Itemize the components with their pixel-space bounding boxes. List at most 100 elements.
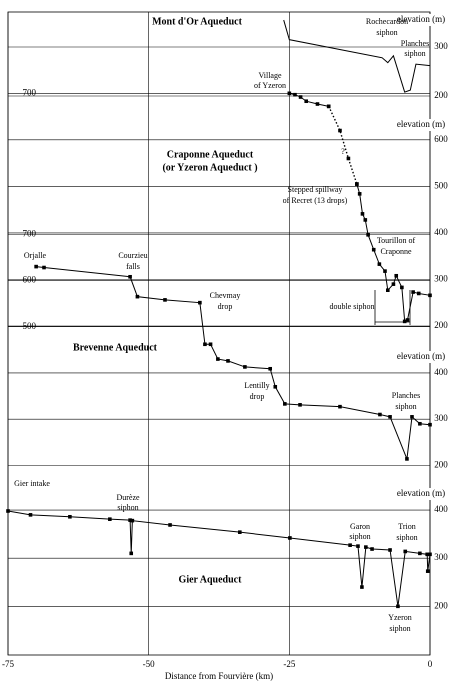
- panel-title: Craponne Aqueduct: [167, 149, 254, 160]
- point: [371, 247, 376, 252]
- point: [418, 421, 422, 426]
- annotation: siphon: [349, 532, 370, 541]
- point: [416, 291, 421, 296]
- annotation: Orjalle: [24, 251, 47, 260]
- point: [298, 95, 303, 99]
- point: [411, 290, 415, 294]
- y2-tick-label: 200: [434, 459, 448, 469]
- label-bg: [392, 488, 450, 500]
- point: [6, 509, 10, 513]
- point: [402, 319, 407, 324]
- y2-tick-label: 400: [434, 504, 448, 514]
- y2-tick-label: 300: [434, 274, 448, 284]
- point: [208, 342, 213, 347]
- label-bg: [392, 119, 450, 131]
- annotation: ?: [341, 147, 345, 156]
- point: [360, 212, 365, 216]
- point: [391, 282, 396, 286]
- y2-tick-label: 200: [434, 90, 448, 100]
- annotation: siphon: [376, 28, 397, 37]
- point: [418, 551, 422, 556]
- point: [298, 403, 302, 407]
- annotation: drop: [250, 392, 265, 401]
- point: [216, 357, 220, 361]
- y2-tick-label: 400: [434, 227, 448, 237]
- annotation: Planches: [401, 39, 429, 48]
- point: [28, 513, 33, 517]
- label-bg: [392, 14, 450, 26]
- y2-tick-label: 300: [434, 413, 448, 423]
- annotation: of Yzeron: [254, 81, 286, 90]
- annotation: Village: [258, 71, 282, 80]
- y-axis-label: elevation (m): [397, 14, 445, 24]
- annotation: Rochecardon: [366, 17, 408, 26]
- x-tick-label: -50: [143, 659, 155, 669]
- point: [315, 102, 320, 106]
- annotation: drop: [218, 302, 233, 311]
- point: [377, 262, 382, 266]
- point: [405, 318, 410, 322]
- y-tick-label: 700: [23, 228, 37, 238]
- point: [403, 549, 408, 554]
- line: [328, 106, 358, 185]
- point: [293, 92, 297, 97]
- point: [338, 128, 342, 133]
- point: [68, 514, 72, 519]
- annotation: Courzieu: [118, 251, 147, 260]
- point: [370, 547, 374, 551]
- point: [338, 404, 342, 409]
- point: [273, 384, 278, 389]
- point: [238, 530, 242, 534]
- point: [428, 293, 432, 298]
- point: [203, 342, 207, 347]
- point: [357, 192, 362, 196]
- point: [396, 604, 400, 609]
- panel-title: (or Yzeron Aqueduct ): [162, 162, 257, 173]
- y-tick-label: 600: [23, 275, 37, 285]
- point: [425, 552, 429, 557]
- point: [304, 99, 309, 104]
- y2-tick-label: 200: [434, 320, 448, 330]
- y-axis-label: elevation (m): [397, 351, 445, 361]
- annotation: of Recret (13 drops): [283, 196, 348, 205]
- point: [163, 298, 167, 302]
- point: [356, 544, 360, 548]
- point: [428, 552, 432, 557]
- point: [268, 366, 273, 371]
- y2-tick-label: 200: [434, 600, 448, 610]
- annotation: siphon: [396, 533, 417, 542]
- y-axis-label: elevation (m): [397, 119, 445, 129]
- annotation: Durèze: [116, 493, 140, 502]
- annotation: siphon: [389, 624, 410, 633]
- x-tick-label: -25: [283, 659, 295, 669]
- label-bg: [392, 351, 450, 363]
- x-tick-label: 0: [428, 659, 433, 669]
- point: [34, 264, 38, 269]
- point: [366, 233, 370, 237]
- point: [42, 265, 46, 270]
- annotation: Lentilly: [244, 381, 269, 390]
- line: [7, 510, 431, 607]
- point: [388, 548, 392, 552]
- point: [283, 402, 287, 406]
- y2-tick-label: 300: [434, 41, 448, 51]
- point: [348, 543, 352, 547]
- annotation: Gier intake: [14, 479, 50, 488]
- plot-frame: [7, 11, 431, 656]
- y-tick-label: 700: [23, 87, 37, 97]
- y2-tick-label: 300: [434, 552, 448, 562]
- point: [364, 545, 368, 549]
- point: [287, 91, 292, 96]
- point: [288, 536, 292, 540]
- point: [360, 585, 364, 589]
- x-tick-label: -75: [2, 659, 14, 669]
- y2-tick-label: 400: [434, 367, 448, 377]
- annotation: Chevmay: [210, 291, 241, 300]
- point: [168, 523, 172, 527]
- point: [400, 285, 404, 290]
- panel-title: Mont d'Or Aqueduct: [152, 16, 242, 27]
- point: [128, 518, 132, 522]
- annotation: siphon: [404, 49, 425, 58]
- point: [425, 569, 430, 573]
- annotation: siphon: [395, 402, 416, 411]
